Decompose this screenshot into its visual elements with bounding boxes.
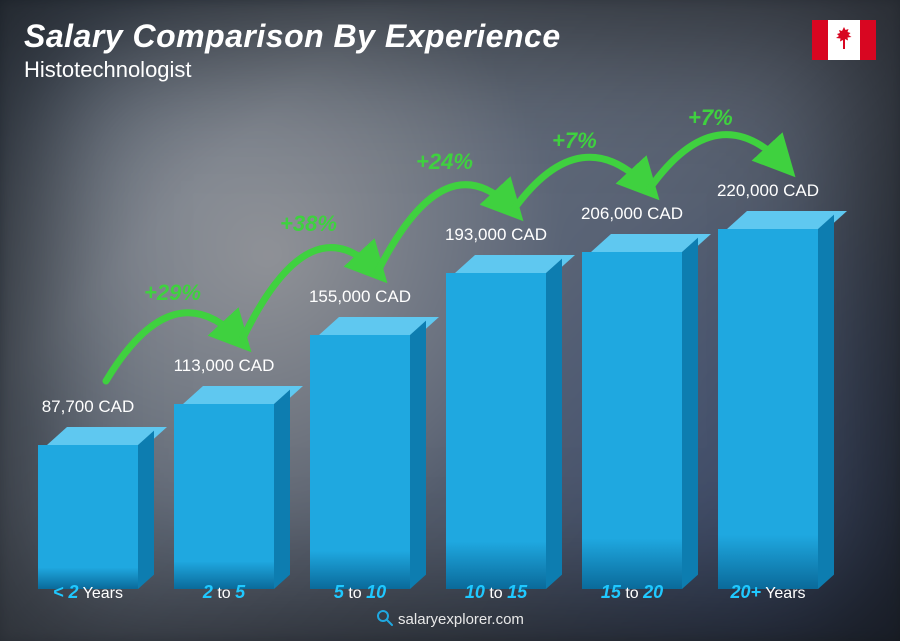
bar-group: 220,000 CAD20+ Years xyxy=(710,181,826,571)
bar-category-label: 2 to 5 xyxy=(166,582,282,603)
bar-value-label: 155,000 CAD xyxy=(302,287,418,307)
bar xyxy=(174,386,274,571)
bar-group: 155,000 CAD5 to 10 xyxy=(302,287,418,571)
chart-subtitle: Histotechnologist xyxy=(24,57,561,83)
pct-increase-label: +24% xyxy=(416,149,473,175)
bar-chart: 87,700 CAD< 2 Years113,000 CAD2 to 5155,… xyxy=(30,91,850,571)
footer-text: salaryexplorer.com xyxy=(398,611,524,628)
pct-increase-label: +29% xyxy=(144,280,201,306)
bar-value-label: 87,700 CAD xyxy=(30,397,146,417)
bar xyxy=(446,255,546,571)
bar-category-label: < 2 Years xyxy=(30,582,146,603)
bar-category-label: 15 to 20 xyxy=(574,582,690,603)
bar-group: 193,000 CAD10 to 15 xyxy=(438,225,554,571)
chart-title: Salary Comparison By Experience xyxy=(24,18,561,55)
country-flag xyxy=(812,20,876,60)
footer: salaryexplorer.com xyxy=(0,609,900,631)
bar xyxy=(38,427,138,571)
bar-value-label: 206,000 CAD xyxy=(574,204,690,224)
bar xyxy=(718,211,818,571)
maple-leaf-icon xyxy=(834,27,854,53)
bar-value-label: 193,000 CAD xyxy=(438,225,554,245)
bar xyxy=(582,234,682,571)
bar-group: 113,000 CAD2 to 5 xyxy=(166,356,282,571)
pct-increase-label: +7% xyxy=(552,128,597,154)
bar xyxy=(310,317,410,571)
bar-category-label: 5 to 10 xyxy=(302,582,418,603)
bar-value-label: 220,000 CAD xyxy=(710,181,826,201)
logo-icon xyxy=(376,609,394,631)
bar-group: 87,700 CAD< 2 Years xyxy=(30,397,146,571)
pct-increase-label: +38% xyxy=(280,211,337,237)
bar-category-label: 10 to 15 xyxy=(438,582,554,603)
bar-group: 206,000 CAD15 to 20 xyxy=(574,204,690,571)
pct-increase-label: +7% xyxy=(688,105,733,131)
bar-category-label: 20+ Years xyxy=(710,582,826,603)
bar-value-label: 113,000 CAD xyxy=(166,356,282,376)
